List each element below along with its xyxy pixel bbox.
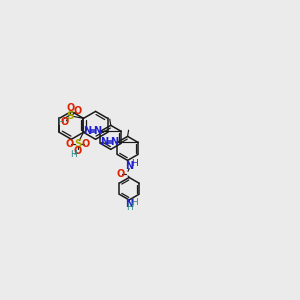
Text: H: H xyxy=(70,150,77,159)
Text: S: S xyxy=(67,111,74,122)
Text: H: H xyxy=(57,118,64,127)
Text: O: O xyxy=(65,139,74,148)
Text: H: H xyxy=(126,203,133,212)
Text: H: H xyxy=(131,198,138,207)
Text: O: O xyxy=(116,169,124,178)
Text: N: N xyxy=(83,126,92,136)
Text: N: N xyxy=(100,137,108,147)
Text: S: S xyxy=(74,139,81,148)
Text: N: N xyxy=(110,137,118,147)
Text: O: O xyxy=(61,117,69,127)
Text: N: N xyxy=(93,126,101,136)
Text: H: H xyxy=(131,159,138,168)
Text: O: O xyxy=(82,139,90,148)
Text: N: N xyxy=(125,161,134,171)
Text: O: O xyxy=(66,103,74,113)
Text: O: O xyxy=(74,146,82,156)
Text: N: N xyxy=(125,199,134,209)
Text: O: O xyxy=(74,106,82,116)
